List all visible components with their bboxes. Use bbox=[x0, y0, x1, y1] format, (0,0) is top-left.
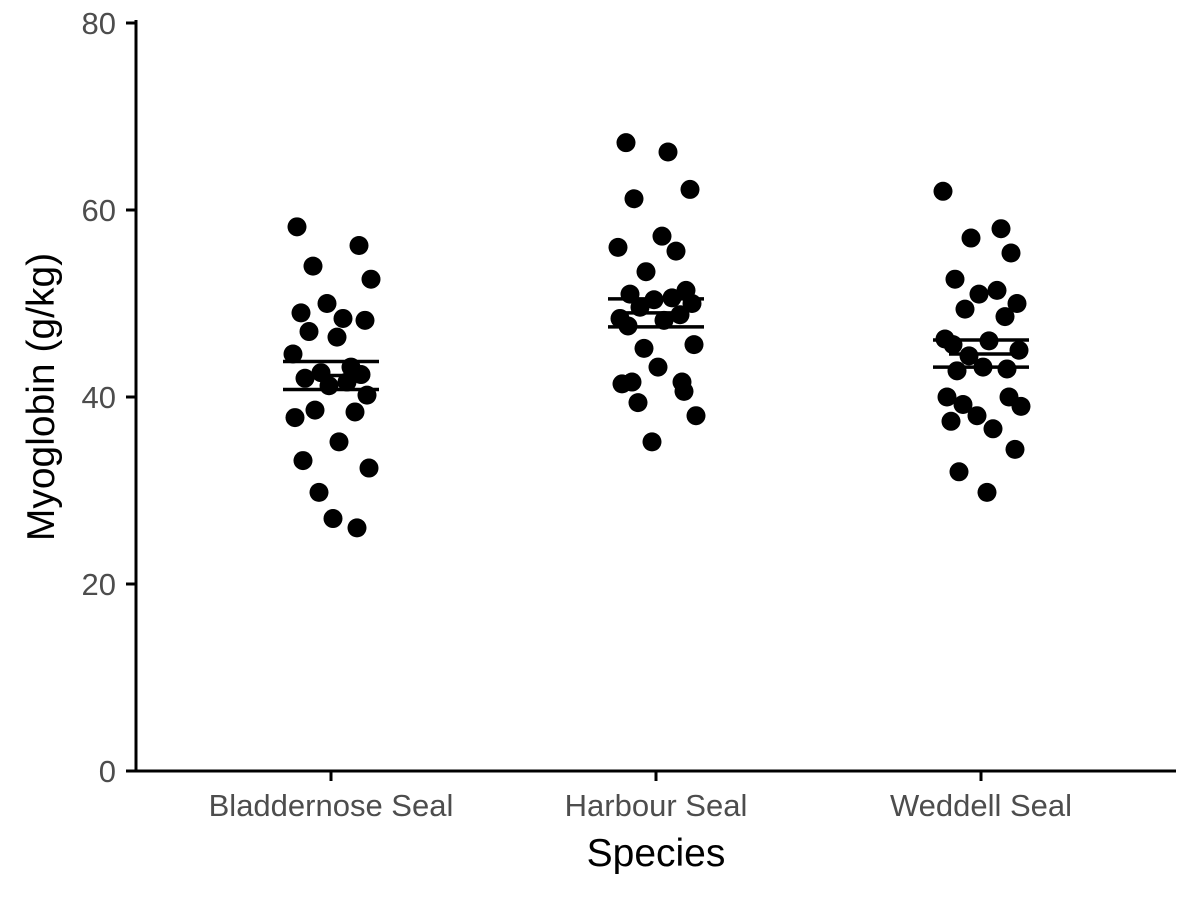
data-point bbox=[329, 432, 349, 452]
data-point bbox=[333, 308, 353, 328]
data-point bbox=[949, 462, 969, 482]
data-point bbox=[319, 376, 339, 396]
data-point bbox=[969, 284, 989, 304]
data-point bbox=[648, 357, 668, 377]
data-point bbox=[983, 419, 1003, 439]
data-point bbox=[987, 280, 1007, 300]
data-point bbox=[355, 310, 375, 330]
data-point bbox=[961, 228, 981, 248]
data-point bbox=[1001, 243, 1021, 263]
data-point bbox=[612, 374, 632, 394]
data-point bbox=[991, 219, 1011, 239]
data-point bbox=[624, 189, 644, 209]
x-axis-title: Species bbox=[587, 832, 726, 875]
data-point bbox=[654, 310, 674, 330]
data-point bbox=[680, 179, 700, 199]
data-point bbox=[967, 406, 987, 426]
data-point bbox=[303, 256, 323, 276]
data-point bbox=[636, 262, 656, 282]
y-axis-title: Myoglobin (g/kg) bbox=[20, 253, 63, 541]
y-ticks: 0 20 40 60 80 bbox=[82, 6, 136, 789]
data-point bbox=[291, 303, 311, 323]
data-point bbox=[937, 387, 957, 407]
y-tick-label: 60 bbox=[82, 193, 116, 228]
x-tick-label: Bladdernose Seal bbox=[209, 788, 454, 823]
y-tick-label: 0 bbox=[99, 754, 116, 789]
data-point bbox=[337, 372, 357, 392]
data-point bbox=[642, 432, 662, 452]
data-point bbox=[323, 509, 343, 529]
data-point bbox=[652, 226, 672, 246]
data-point bbox=[283, 344, 303, 364]
data-point bbox=[674, 381, 694, 401]
x-tick-label: Harbour Seal bbox=[565, 788, 748, 823]
data-point bbox=[997, 359, 1017, 379]
data-point bbox=[347, 518, 367, 538]
data-point bbox=[359, 458, 379, 478]
data-point bbox=[1009, 340, 1029, 360]
data-point bbox=[309, 482, 329, 502]
data-point bbox=[941, 411, 961, 431]
data-point bbox=[1007, 294, 1027, 313]
data-point bbox=[943, 335, 963, 355]
data-point bbox=[670, 305, 690, 325]
data-point bbox=[684, 335, 704, 355]
data-point bbox=[955, 299, 975, 319]
data-point bbox=[616, 133, 636, 153]
data-point bbox=[959, 346, 979, 366]
data-point bbox=[1005, 439, 1025, 459]
data-point bbox=[327, 327, 347, 347]
data-point bbox=[285, 408, 305, 428]
data-point bbox=[293, 451, 313, 471]
data-point bbox=[953, 394, 973, 414]
data-point bbox=[345, 402, 365, 422]
data-point bbox=[361, 269, 381, 289]
data-point bbox=[686, 406, 706, 426]
data-point bbox=[933, 181, 953, 201]
y-tick-label: 20 bbox=[82, 567, 116, 602]
data-point bbox=[299, 322, 319, 342]
data-point bbox=[995, 307, 1015, 327]
data-point bbox=[947, 361, 967, 381]
data-point bbox=[658, 142, 678, 162]
data-point bbox=[295, 368, 315, 388]
data-point bbox=[608, 237, 628, 257]
data-point bbox=[666, 241, 686, 261]
y-tick-label: 40 bbox=[82, 380, 116, 415]
data-point bbox=[305, 400, 325, 420]
data-point bbox=[628, 393, 648, 413]
data-point bbox=[977, 482, 997, 502]
data-point bbox=[317, 294, 337, 313]
data-point bbox=[1011, 396, 1031, 416]
data-point bbox=[287, 217, 307, 237]
x-ticks: Bladdernose Seal Harbour Seal Weddell Seal bbox=[209, 771, 1072, 823]
points-layer bbox=[283, 133, 1031, 538]
data-point bbox=[634, 338, 654, 358]
error-bars-layer bbox=[283, 297, 1029, 392]
data-point bbox=[945, 269, 965, 289]
x-tick-label: Weddell Seal bbox=[890, 788, 1072, 823]
y-tick-label: 80 bbox=[82, 6, 116, 41]
data-point bbox=[349, 236, 369, 256]
